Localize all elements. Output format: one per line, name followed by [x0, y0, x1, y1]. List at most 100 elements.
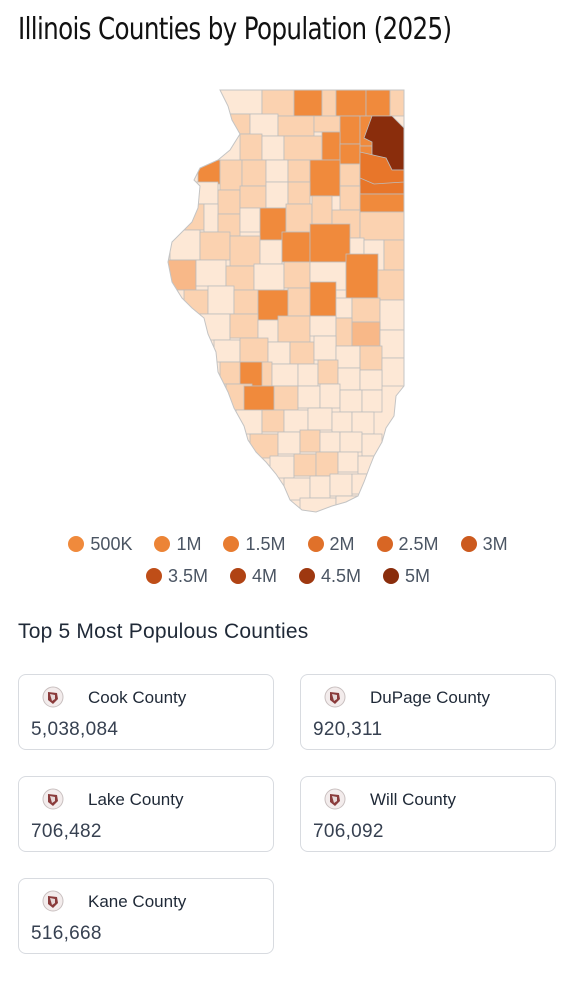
- county-region[interactable]: [261, 90, 295, 117]
- county-region[interactable]: [339, 431, 363, 453]
- county-region[interactable]: [261, 135, 285, 161]
- county-region[interactable]: [297, 363, 319, 387]
- county-region[interactable]: [249, 433, 279, 459]
- county-card[interactable]: DuPage County 920,311: [300, 674, 556, 750]
- county-region[interactable]: [259, 239, 283, 265]
- county-region[interactable]: [287, 159, 311, 183]
- county-region[interactable]: [379, 329, 404, 359]
- county-region[interactable]: [277, 431, 301, 455]
- map-svg[interactable]: [160, 86, 416, 516]
- county-region[interactable]: [381, 357, 404, 387]
- county-region[interactable]: [281, 231, 311, 263]
- county-region[interactable]: [345, 253, 379, 299]
- county-region[interactable]: [309, 159, 341, 197]
- county-region[interactable]: [337, 367, 361, 391]
- county-region[interactable]: [335, 345, 361, 369]
- county-region[interactable]: [331, 411, 353, 433]
- county-region[interactable]: [213, 339, 241, 363]
- county-region[interactable]: [273, 385, 299, 411]
- county-region[interactable]: [283, 135, 323, 161]
- county-region[interactable]: [359, 369, 383, 391]
- county-region[interactable]: [261, 409, 285, 433]
- county-region[interactable]: [313, 115, 341, 133]
- county-region[interactable]: [307, 407, 333, 431]
- county-region[interactable]: [168, 259, 197, 291]
- county-region[interactable]: [265, 159, 289, 183]
- county-region[interactable]: [277, 115, 315, 137]
- county-region[interactable]: [299, 429, 321, 453]
- county-region[interactable]: [309, 223, 351, 263]
- county-region[interactable]: [311, 195, 333, 225]
- county-region[interactable]: [169, 229, 201, 261]
- county-region[interactable]: [339, 143, 361, 165]
- county-region[interactable]: [241, 159, 267, 187]
- county-region[interactable]: [283, 409, 309, 433]
- county-region[interactable]: [379, 299, 404, 331]
- county-region[interactable]: [219, 113, 251, 135]
- county-region[interactable]: [287, 287, 311, 317]
- county-region[interactable]: [199, 231, 231, 261]
- county-region[interactable]: [269, 455, 295, 479]
- county-region[interactable]: [267, 341, 291, 365]
- county-region[interactable]: [219, 159, 243, 191]
- county-region[interactable]: [313, 335, 337, 361]
- county-region[interactable]: [339, 389, 363, 413]
- county-card[interactable]: Kane County 516,668: [18, 878, 274, 954]
- county-region[interactable]: [289, 341, 315, 365]
- county-region[interactable]: [383, 239, 404, 271]
- county-region[interactable]: [319, 383, 341, 409]
- county-region[interactable]: [339, 115, 361, 145]
- county-region[interactable]: [207, 285, 235, 315]
- county-region[interactable]: [337, 451, 359, 473]
- county-region[interactable]: [285, 203, 313, 233]
- county-region[interactable]: [271, 363, 299, 387]
- county-region[interactable]: [293, 90, 323, 117]
- county-region[interactable]: [239, 337, 269, 363]
- county-region[interactable]: [283, 477, 311, 501]
- county-region[interactable]: [335, 90, 367, 117]
- county-region[interactable]: [235, 409, 263, 435]
- county-region[interactable]: [335, 495, 363, 509]
- county-region[interactable]: [293, 453, 317, 477]
- county-region[interactable]: [233, 289, 259, 315]
- county-region[interactable]: [199, 313, 231, 341]
- county-region[interactable]: [287, 181, 311, 205]
- county-region[interactable]: [309, 315, 337, 337]
- county-card[interactable]: Cook County 5,038,084: [18, 674, 274, 750]
- county-region[interactable]: [249, 113, 279, 137]
- county-region[interactable]: [309, 281, 337, 317]
- county-region[interactable]: [365, 90, 391, 117]
- county-region[interactable]: [239, 185, 267, 209]
- county-region[interactable]: [335, 297, 353, 319]
- county-region[interactable]: [389, 90, 404, 117]
- county-region[interactable]: [257, 289, 289, 321]
- county-region[interactable]: [339, 185, 361, 211]
- county-region[interactable]: [359, 193, 404, 213]
- county-region[interactable]: [359, 345, 383, 371]
- county-card[interactable]: Will County 706,092: [300, 776, 556, 852]
- county-region[interactable]: [319, 431, 341, 453]
- county-region[interactable]: [195, 259, 227, 287]
- county-region[interactable]: [217, 189, 241, 215]
- county-region[interactable]: [283, 261, 311, 289]
- county-region[interactable]: [359, 211, 404, 241]
- county-region[interactable]: [329, 473, 353, 497]
- county-region[interactable]: [321, 131, 341, 161]
- county-region[interactable]: [265, 181, 289, 209]
- county-region[interactable]: [339, 163, 361, 187]
- county-region[interactable]: [229, 235, 261, 267]
- county-region[interactable]: [277, 315, 311, 343]
- county-region[interactable]: [335, 317, 353, 347]
- county-region[interactable]: [229, 313, 259, 339]
- county-region[interactable]: [253, 263, 285, 291]
- county-region-will[interactable]: [359, 151, 404, 185]
- county-region[interactable]: [297, 385, 321, 409]
- county-region[interactable]: [361, 389, 383, 413]
- county-region[interactable]: [361, 433, 383, 457]
- county-region[interactable]: [239, 207, 261, 233]
- county-region[interactable]: [309, 475, 331, 499]
- county-region[interactable]: [351, 411, 375, 435]
- county-region[interactable]: [351, 321, 381, 347]
- illinois-county-map[interactable]: [160, 86, 416, 516]
- county-region[interactable]: [351, 297, 381, 323]
